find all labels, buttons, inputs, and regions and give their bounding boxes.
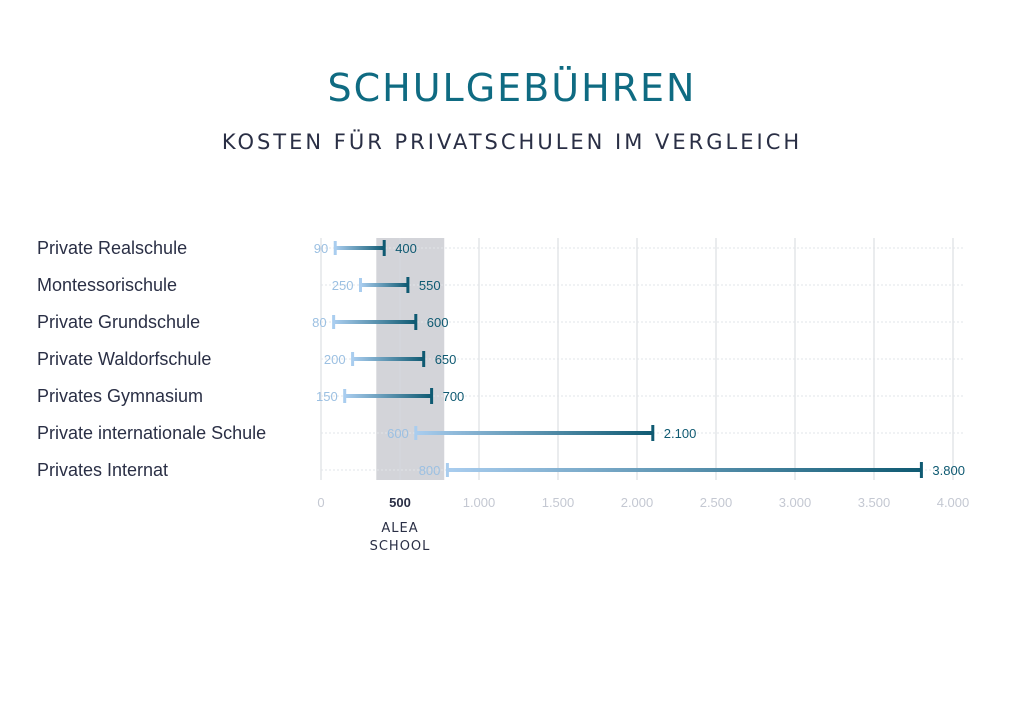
- range-min-cap: [414, 426, 418, 440]
- range-max-cap: [919, 462, 923, 478]
- x-tick-label: 2.500: [700, 495, 733, 510]
- range-min-cap: [343, 389, 347, 403]
- highlight-label: SCHOOL: [370, 539, 431, 554]
- category-label: Privates Gymnasium: [37, 386, 203, 406]
- min-value-label: 80: [312, 315, 326, 330]
- x-tick-label: 2.000: [621, 495, 654, 510]
- range-min-cap: [333, 241, 337, 255]
- range-min-cap: [351, 352, 355, 366]
- min-value-label: 250: [332, 278, 354, 293]
- range-bar: [447, 468, 922, 472]
- chart-title: SCHULGEBÜHREN: [327, 66, 697, 110]
- range-bar: [335, 246, 385, 250]
- x-tick-label: 500: [389, 495, 411, 510]
- range-max-cap: [382, 240, 386, 256]
- x-tick-label: 0: [317, 495, 324, 510]
- x-tick-label: 1.000: [463, 495, 496, 510]
- range-max-cap: [651, 425, 655, 441]
- category-label: Montessorischule: [37, 275, 177, 295]
- x-tick-label: 3.500: [858, 495, 891, 510]
- category-label: Private Grundschule: [37, 312, 200, 332]
- max-value-label: 2.100: [664, 426, 697, 441]
- x-tick-label: 3.000: [779, 495, 812, 510]
- category-label: Private internationale Schule: [37, 423, 266, 443]
- category-label: Private Waldorfschule: [37, 349, 211, 369]
- range-min-cap: [359, 278, 362, 292]
- bars-layer: [332, 240, 923, 478]
- range-max-cap: [406, 277, 410, 293]
- min-value-label: 200: [324, 352, 346, 367]
- range-max-cap: [430, 388, 434, 404]
- labels-layer: 0 500 1.000 1.500 2.000 2.500 3.000 3.500 4.000 A…: [37, 238, 969, 554]
- range-bar: [352, 357, 424, 361]
- range-max-cap: [414, 314, 418, 330]
- max-value-label: 650: [435, 352, 457, 367]
- category-label: Privates Internat: [37, 460, 168, 480]
- chart-subtitle: KOSTEN FÜR PRIVATSCHULEN IM VERGLEICH: [221, 130, 803, 154]
- range-max-cap: [422, 351, 426, 367]
- max-value-label: 3.800: [932, 463, 965, 478]
- range-min-cap: [332, 315, 336, 329]
- range-bar: [415, 431, 653, 435]
- min-value-label: 90: [314, 241, 328, 256]
- highlight-label: ALEA: [381, 521, 418, 536]
- min-value-label: 150: [316, 389, 338, 404]
- range-bar: [360, 283, 408, 287]
- max-value-label: 700: [443, 389, 465, 404]
- max-value-label: 400: [395, 241, 417, 256]
- max-value-label: 600: [427, 315, 449, 330]
- range-bar: [344, 394, 432, 398]
- x-tick-label: 4.000: [937, 495, 970, 510]
- range-min-cap: [445, 463, 449, 477]
- x-tick-label: 1.500: [542, 495, 575, 510]
- category-label: Private Realschule: [37, 238, 187, 258]
- min-value-label: 800: [419, 463, 441, 478]
- range-bar: [333, 320, 416, 324]
- min-value-label: 600: [387, 426, 409, 441]
- max-value-label: 550: [419, 278, 441, 293]
